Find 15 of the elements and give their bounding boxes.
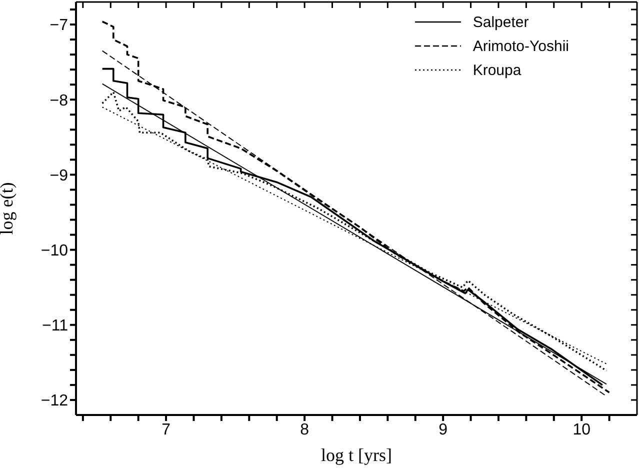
y-tick-label: −7 [50,17,68,34]
y-tick-label: −8 [50,92,68,110]
legend-label: Kroupa [472,62,522,78]
legend-label: Salpeter [472,14,529,30]
y-tick-label: −11 [42,318,68,335]
y-axis-title: log e(t) [0,182,16,235]
x-tick-label: 7 [162,421,171,438]
y-tick-label: −9 [50,167,68,184]
x-axis-title: log t [yrs] [321,445,392,465]
x-tick-label: 10 [572,421,591,438]
y-tick-label: −10 [40,242,68,260]
x-tick-label: 9 [438,421,448,438]
x-tick-label: 8 [300,421,310,438]
legend-label: Arimoto-Yoshii [472,38,569,54]
y-tick-label: −12 [40,392,68,410]
